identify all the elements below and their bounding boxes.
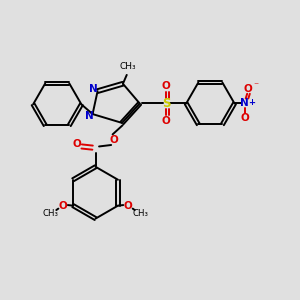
Text: O: O	[124, 201, 133, 211]
Text: +: +	[248, 98, 255, 106]
Text: O: O	[58, 201, 67, 211]
Text: ⁻: ⁻	[254, 81, 259, 91]
Text: CH₃: CH₃	[120, 62, 136, 71]
Text: O: O	[162, 116, 171, 126]
Text: O: O	[243, 84, 252, 94]
Text: O: O	[110, 135, 118, 145]
Text: CH₃: CH₃	[42, 209, 58, 218]
Text: O: O	[162, 81, 171, 92]
Text: S: S	[162, 97, 170, 110]
Text: O: O	[240, 113, 249, 123]
Text: N: N	[89, 84, 98, 94]
Text: O: O	[72, 139, 81, 149]
Text: N: N	[85, 111, 94, 122]
Text: CH₃: CH₃	[133, 209, 148, 218]
Text: N: N	[240, 98, 249, 109]
